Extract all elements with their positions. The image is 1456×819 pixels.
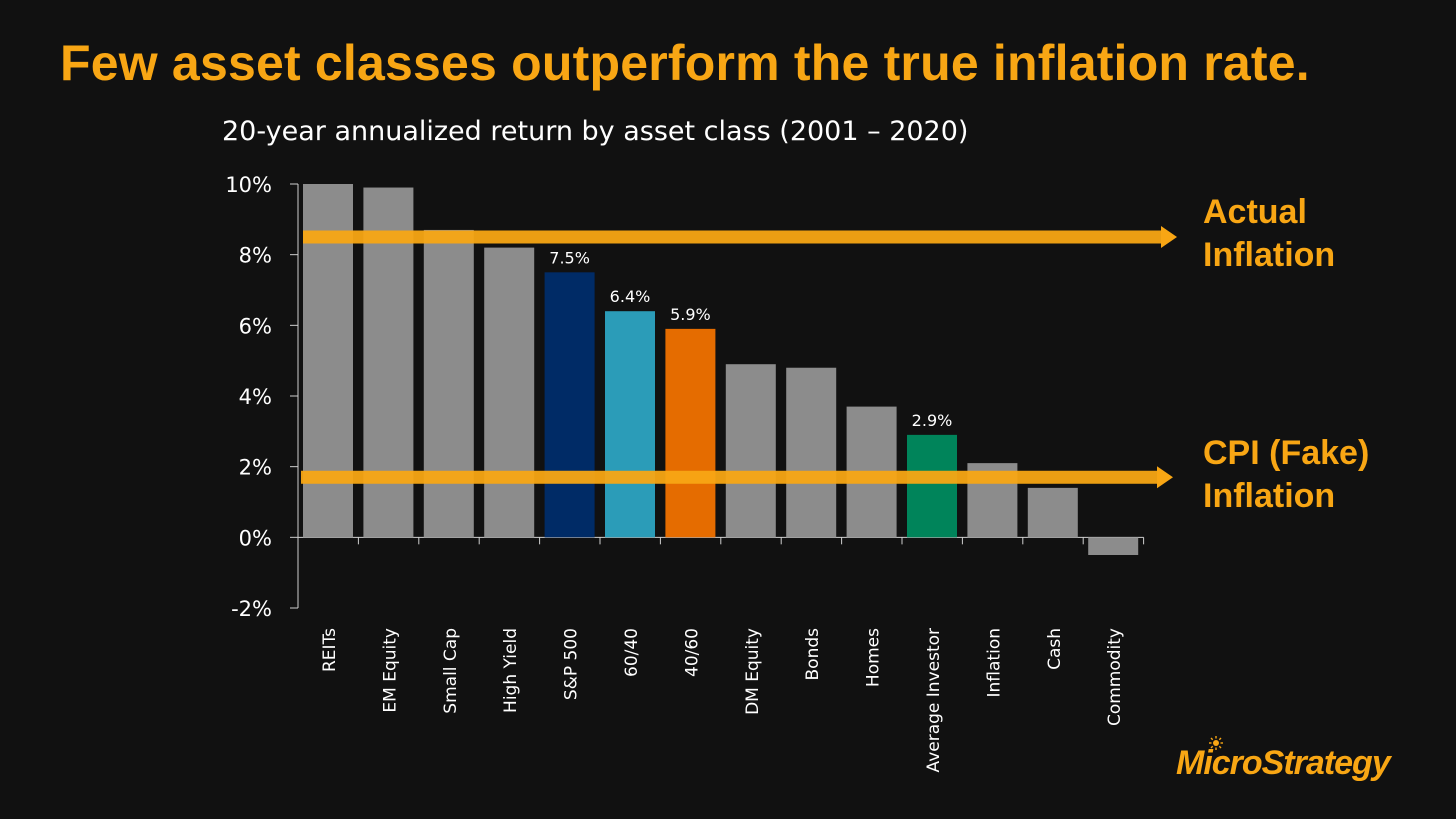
bar [605,311,655,538]
x-tick-label: Cash [1045,628,1065,670]
data-label: 5.9% [670,305,711,324]
x-tick-label: Inflation [984,628,1004,697]
reference-arrow-shaft [303,230,1163,244]
bar [725,364,776,538]
x-tick-label: S&P 500 [562,628,582,700]
data-label: 6.4% [610,287,651,306]
x-tick-label: Bonds [803,628,823,681]
x-tick-label: High Yield [501,628,521,713]
reference-arrow-head [1161,226,1177,248]
reference-arrows [301,226,1177,489]
reference-arrow-head [1157,466,1173,489]
bar [907,434,957,538]
y-tick-label: 2% [239,456,272,480]
y-tick-label: 8% [239,244,272,268]
x-tick-label: REITs [320,628,340,672]
cpi-inflation-annotation: CPI (Fake) Inflation [1203,432,1369,518]
x-tick-labels: REITs EM Equity Small Cap High Yield S&P 500… [320,628,1125,773]
data-label: 2.9% [912,411,953,430]
bar [484,247,535,538]
bar [786,367,837,538]
y-tick-label: 6% [239,314,272,338]
x-tick-label: 60/40 [622,628,642,677]
bar [423,229,474,538]
bar [1088,537,1139,555]
x-tick-label: DM Equity [743,628,763,715]
x-tick-label: EM Equity [380,628,400,713]
y-tick-label: 10% [225,173,272,197]
actual-inflation-line2: Inflation [1203,236,1336,274]
x-tick-label: 40/60 [682,628,702,677]
y-tick-label: 0% [239,526,272,550]
actual-inflation-line1: Actual [1203,193,1307,231]
x-tick-label: Commodity [1105,628,1125,726]
x-tick-label: Average Investor [924,628,944,772]
data-label: 7.5% [549,248,590,267]
bar [665,328,716,538]
bar [1027,487,1078,538]
chart-axes: 10% 8% 6% 4% 2% 0% -2% [225,173,1145,621]
x-tick-label: Homes [864,628,884,687]
slide-title: Few asset classes outperform the true in… [60,35,1310,91]
microstrategy-logo: MicroStrategy [1176,736,1391,783]
bar [544,272,595,538]
y-tick-label: -2% [231,597,272,621]
sun-icon [1209,736,1223,750]
logo-text: MicroStrategy [1176,744,1391,782]
data-labels: 7.5% 6.4% 5.9% 2.9% [549,248,952,430]
chart-title: 20-year annualized return by asset class… [222,116,969,147]
actual-inflation-annotation: Actual Inflation [1203,191,1335,277]
x-tick-label: Small Cap [441,628,461,714]
y-tick-label: 4% [239,385,272,409]
cpi-inflation-line2: Inflation [1203,477,1336,515]
reference-arrow-shaft [301,470,1159,484]
chart-bars [303,184,1139,555]
cpi-inflation-line1: CPI (Fake) [1203,434,1370,472]
